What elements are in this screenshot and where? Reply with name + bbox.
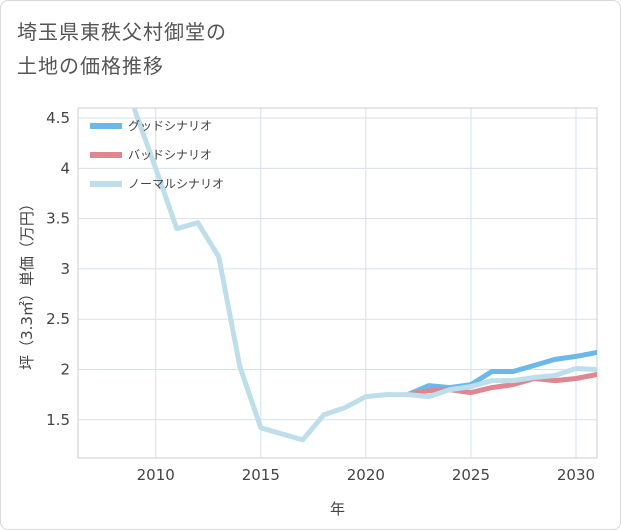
plot-area xyxy=(77,107,598,459)
legend-normal[interactable]: ノーマルシナリオ xyxy=(90,177,224,191)
grid-lines xyxy=(78,108,597,458)
x-tick-label: 2010 xyxy=(137,466,175,484)
y-tick-label: 4.5 xyxy=(46,109,70,127)
y-tick-label: 2 xyxy=(60,360,70,378)
y-tick-label: 2.5 xyxy=(46,310,70,328)
x-tick-label: 2030 xyxy=(557,466,595,484)
legend-label: バッドシナリオ xyxy=(128,148,212,162)
legend-bad[interactable]: バッドシナリオ xyxy=(90,148,212,162)
normal-scenario-line xyxy=(132,108,597,443)
x-tick-label: 2025 xyxy=(452,466,490,484)
bad-scenario-line xyxy=(405,372,597,398)
y-tick-label: 3 xyxy=(60,260,70,278)
legend-label: ノーマルシナリオ xyxy=(128,177,224,191)
x-tick-label: 2020 xyxy=(347,466,385,484)
good-scenario-line xyxy=(405,349,597,398)
y-axis-title: 坪（3.3㎡）単価（万円） xyxy=(18,196,36,370)
chart-title-line1: 埼玉県東秩父村御堂の xyxy=(17,20,227,44)
y-tick-label: 3.5 xyxy=(46,210,70,228)
y-tick-label: 4 xyxy=(60,159,70,177)
y-tick-label: 1.5 xyxy=(46,411,70,429)
x-axis-title: 年 xyxy=(330,500,345,518)
legend-good[interactable]: グッドシナリオ xyxy=(90,119,212,133)
x-tick-label: 2015 xyxy=(242,466,280,484)
chart-title-line2: 土地の価格推移 xyxy=(17,54,164,78)
series-layer xyxy=(132,108,597,443)
legend-label: グッドシナリオ xyxy=(128,119,212,133)
chart-title: 埼玉県東秩父村御堂の 土地の価格推移 xyxy=(17,15,227,83)
tick-labels: 2010 2015 2020 2025 2030 1.5 2 2.5 3 3.5 4 4.5 xyxy=(46,109,595,484)
